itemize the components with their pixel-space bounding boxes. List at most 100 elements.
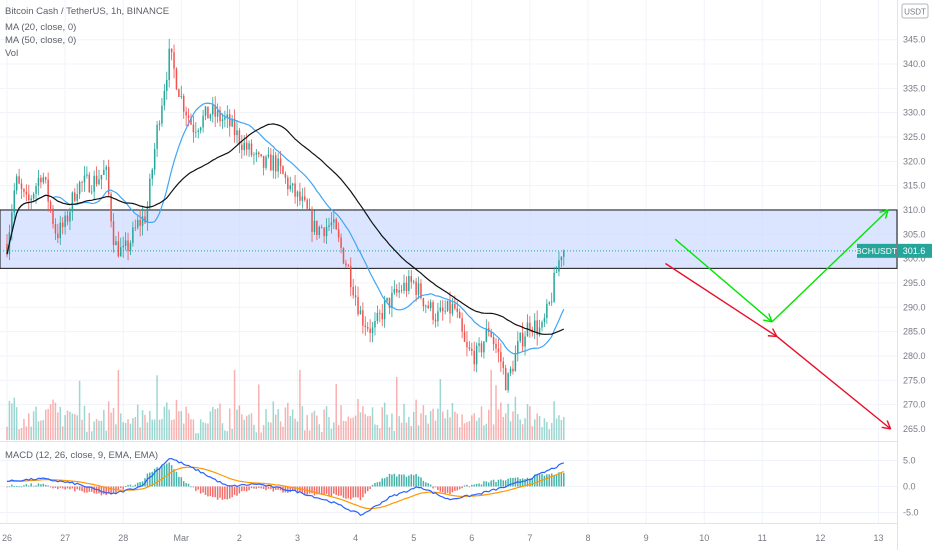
macd-histogram-bar	[417, 476, 420, 487]
macd-histogram-bar	[325, 486, 328, 494]
currency-badge-box	[901, 3, 929, 19]
candle-body	[124, 240, 127, 246]
macd-histogram-bar	[381, 478, 383, 487]
candle-body	[335, 219, 337, 230]
symbol-title[interactable]: Bitcoin Cash / TetherUS, 1h, BINANCE	[5, 6, 169, 17]
projection-segment	[776, 335, 892, 430]
candle-body	[216, 110, 219, 117]
candle-body	[42, 177, 45, 183]
candle-body	[434, 319, 437, 322]
candle-body	[458, 311, 461, 319]
volume-bar	[434, 420, 437, 440]
price-axis[interactable]: 345.0 340.0 335.0 330.0 325.0 320.0 315.0 310.0…	[903, 35, 926, 434]
macd-histogram-bar	[495, 482, 497, 487]
macd-histogram-bar	[11, 484, 13, 487]
volume-bar	[383, 402, 386, 440]
volume-bar	[144, 414, 146, 440]
volume-bar	[61, 426, 64, 440]
indicator-label-ma50[interactable]: MA (50, close, 0)	[5, 35, 76, 46]
candle-body	[54, 223, 57, 234]
candle-body	[122, 245, 124, 248]
candle-body	[98, 179, 100, 185]
volume-bar	[485, 423, 488, 440]
macd-histogram-bar	[410, 474, 413, 487]
candle-body	[262, 155, 265, 168]
macd-histogram-bar	[550, 473, 553, 487]
arrow-head	[763, 319, 773, 323]
time-tick-label: 5	[411, 533, 416, 543]
volume-bar	[362, 406, 364, 440]
candle-body	[412, 281, 415, 283]
macd-histogram-bar	[422, 480, 425, 487]
price-tick-label: 270.0	[903, 400, 926, 410]
volume-bar	[340, 405, 342, 440]
volume-bar	[153, 419, 156, 440]
macd-histogram-bar	[236, 486, 238, 496]
volume-bar	[417, 425, 420, 440]
candle-body	[553, 272, 555, 302]
time-tick-label: Mar	[174, 533, 190, 543]
macd-histogram-bar	[485, 481, 488, 487]
volume-bar	[320, 432, 323, 440]
currency-badge[interactable]: USDT	[901, 3, 929, 19]
volume-bar	[323, 409, 325, 440]
volume-bar	[308, 430, 311, 440]
indicator-label-vol[interactable]: Vol	[5, 48, 18, 59]
currency-badge-text: USDT	[904, 8, 926, 17]
candle-body	[277, 158, 279, 172]
macd-histogram-bar	[221, 486, 224, 500]
price-badge[interactable]: BCHUSDT 301.6	[856, 243, 932, 258]
candle-body	[507, 373, 509, 391]
indicator-label-ma20[interactable]: MA (20, close, 0)	[5, 22, 76, 33]
macd-line	[6, 457, 564, 517]
price-tick-label: 275.0	[903, 375, 926, 385]
macd-histogram-bar	[458, 486, 461, 490]
macd-histogram-bar	[197, 486, 199, 490]
macd-histogram-bar	[219, 486, 221, 498]
candle-body	[212, 105, 214, 115]
candle-body	[509, 368, 512, 374]
macd-label[interactable]: MACD (12, 26, close, 9, EMA, EMA)	[5, 450, 158, 461]
volume-bar	[284, 407, 287, 440]
candle-body	[463, 331, 466, 342]
volume-bar	[369, 415, 371, 440]
macd-histogram-bar	[61, 486, 64, 489]
projection-segment	[665, 262, 778, 338]
macd-histogram-bar	[105, 486, 108, 496]
volume-bar	[558, 415, 560, 440]
candle-body	[30, 198, 32, 201]
candle-body	[425, 305, 427, 307]
macd-histogram-bar	[340, 486, 342, 496]
projection-arrows[interactable]	[665, 209, 892, 430]
macd-histogram-bar	[151, 471, 154, 487]
volume-bar	[74, 414, 76, 440]
volume-bar	[536, 413, 538, 440]
volume-bar	[175, 399, 178, 440]
volume-bar	[195, 433, 197, 440]
resistance-zone[interactable]	[0, 209, 898, 269]
macd-histogram-bar	[393, 473, 396, 487]
candle-body	[214, 105, 216, 117]
volume-bar	[400, 422, 403, 440]
macd-histogram-bar	[345, 486, 347, 499]
candle-body	[446, 300, 449, 311]
candle-body	[519, 332, 521, 342]
volume-bar	[110, 412, 112, 440]
volume-bar	[151, 419, 154, 440]
macd-histogram-bar	[318, 486, 321, 495]
macd-histogram-bar	[502, 480, 505, 487]
volume-bar	[83, 405, 86, 440]
volume-bar	[98, 420, 100, 440]
macd-histogram-bar	[122, 486, 124, 490]
volume-bar	[6, 426, 8, 440]
candle-body	[512, 368, 514, 372]
macd-histogram-bar	[190, 486, 192, 488]
time-axis[interactable]: 26 27 28 Mar 2 3 4 5 6 7 8 9 10 11 12 13	[2, 533, 884, 543]
macd-histogram-bar	[120, 486, 122, 489]
volume-bar	[330, 428, 333, 440]
macd-histogram-bar	[47, 485, 49, 487]
candle-body	[272, 155, 275, 171]
volume-bar	[318, 424, 321, 440]
